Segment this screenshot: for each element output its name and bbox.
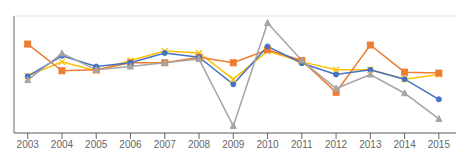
svg-text:2012: 2012 [325,139,348,150]
svg-text:2010: 2010 [256,139,279,150]
svg-text:2008: 2008 [188,139,211,150]
svg-text:2005: 2005 [85,139,108,150]
svg-text:2011: 2011 [291,139,313,150]
svg-text:2009: 2009 [222,139,245,150]
svg-text:2014: 2014 [393,139,416,150]
svg-text:2007: 2007 [154,139,177,150]
svg-text:2006: 2006 [119,139,142,150]
svg-text:2004: 2004 [51,139,74,150]
svg-text:2015: 2015 [428,139,451,150]
svg-text:2003: 2003 [17,139,40,150]
svg-text:2013: 2013 [359,139,382,150]
